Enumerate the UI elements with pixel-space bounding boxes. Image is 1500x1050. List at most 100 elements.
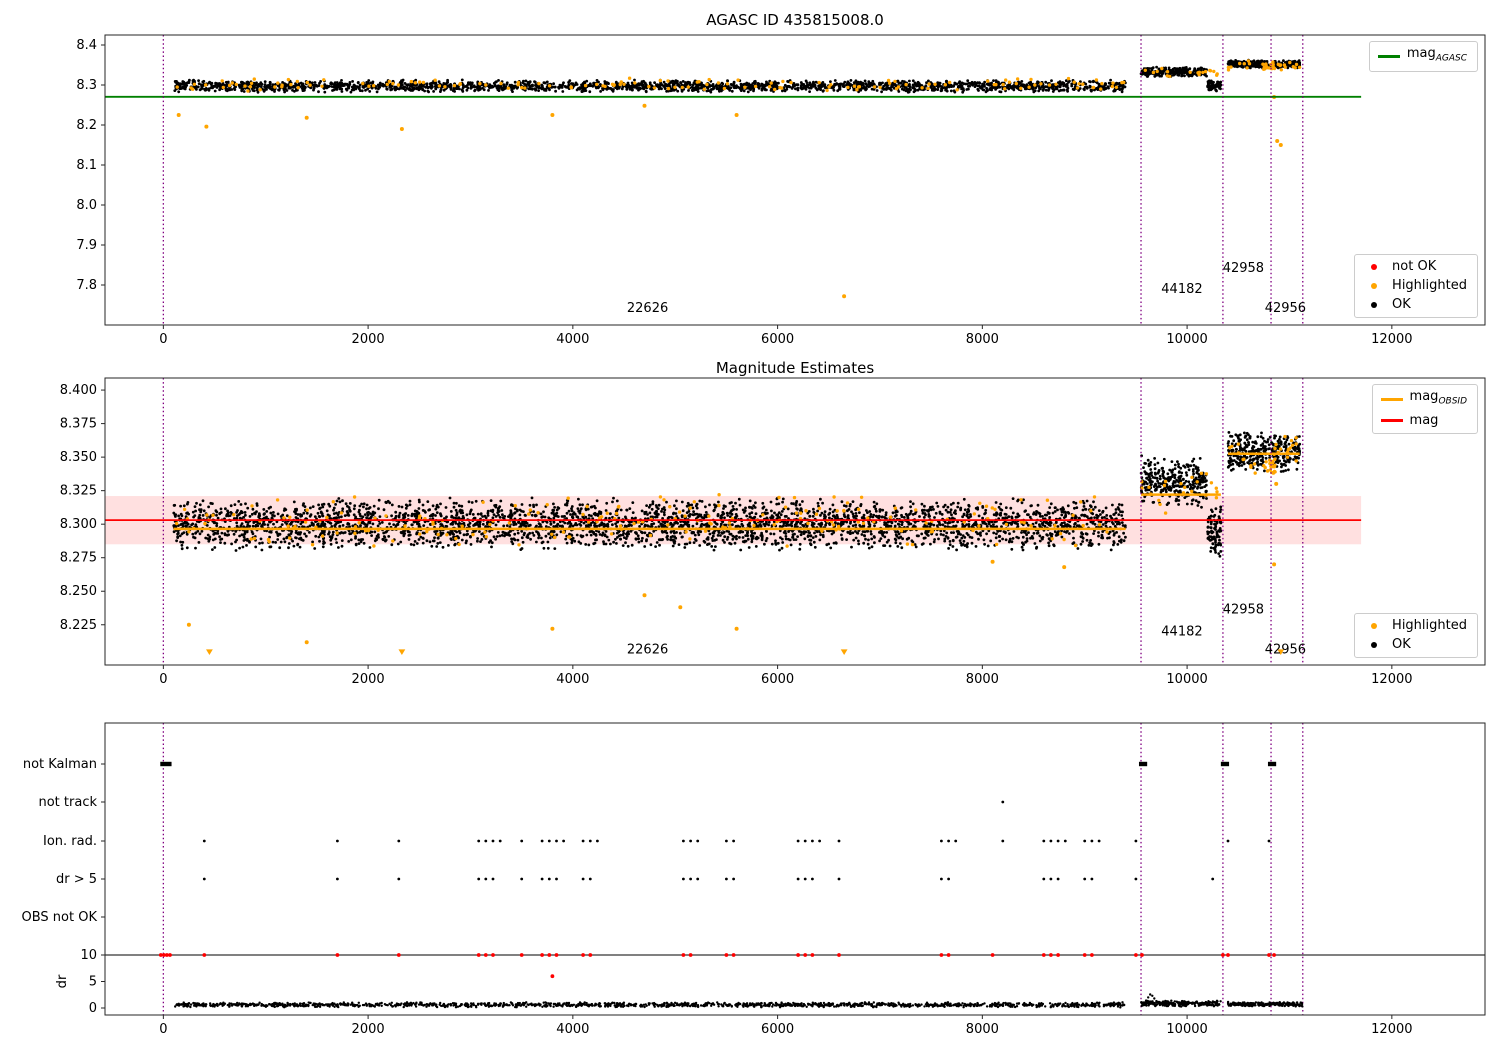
plot2-title: Magnitude Estimates (715, 359, 875, 377)
flag-row-label: not Kalman (23, 757, 97, 772)
legend-item: OK (1363, 298, 1467, 312)
plot1-agasc-mag: 0 2000 4000 6000 8000 10000 12000 7.8 7.9 8.0 8.1 8… (76, 34, 1486, 347)
legend: magOBSID mag (1371, 384, 1478, 434)
x-tick-label: 8000 (966, 332, 999, 347)
ion-rad-marks (202, 839, 1271, 843)
y-axis-ticks: 8.225 8.250 8.275 8.300 8.325 8.350 8.375 8.400 (60, 383, 105, 633)
x-tick-label: 12000 (1371, 672, 1412, 687)
x-axis-ticks: 0 2000 4000 6000 8000 10000 12000 (159, 325, 1413, 347)
legend-item-label: Highlighted (1392, 618, 1467, 633)
x-tick-label: 12000 (1371, 1022, 1412, 1037)
x-tick-label: 10000 (1166, 1022, 1207, 1037)
clipped-low-value-triangle-icon (398, 649, 406, 655)
y-tick-label: 8.250 (60, 584, 97, 599)
legend-dot-swatch-icon (1363, 642, 1385, 648)
x-tick-label: 0 (159, 1022, 167, 1037)
plot1-title: AGASC ID 435815008.0 (706, 11, 884, 29)
clipped-low-value-triangle-icon (206, 649, 213, 655)
x-tick-label: 8000 (966, 672, 999, 687)
legend-item-label: not OK (1392, 259, 1437, 274)
legend-line-swatch-icon (1380, 397, 1403, 401)
ok-points (173, 58, 1302, 94)
x-tick-label: 6000 (761, 332, 794, 347)
flag-row-label: OBS not OK (22, 910, 98, 925)
obsid-annotation: 42958 (1223, 261, 1264, 276)
y-tick-label: 7.9 (76, 238, 97, 253)
y-tick-label: 8.2 (76, 118, 97, 133)
obsid-annotation: 22626 (627, 643, 668, 658)
legend-line-swatch-icon (1377, 54, 1400, 58)
legend-item: magAGASC (1377, 46, 1467, 66)
legend-item-label: mag (1409, 412, 1439, 428)
x-tick-label: 2000 (352, 332, 385, 347)
x-tick-label: 10000 (1166, 332, 1207, 347)
legend-item-label: Highlighted (1392, 278, 1467, 293)
clipped-low-value-triangle-icon (840, 649, 848, 655)
highlighted-points (175, 434, 1298, 655)
legend: not OK Highlighted OK (1354, 254, 1478, 318)
legend-item: Highlighted (1363, 619, 1467, 633)
legend-dot-swatch-icon (1363, 264, 1385, 270)
flag-row-label: dr > 5 (56, 872, 97, 887)
legend-item: not OK (1363, 260, 1467, 274)
y-tick-label: 8.400 (60, 383, 97, 398)
clipped-low-value-triangle-icon (1277, 649, 1285, 655)
x-tick-label: 4000 (556, 1022, 589, 1037)
x-tick-label: 4000 (556, 332, 589, 347)
y-tick-label: 8.225 (60, 618, 97, 633)
legend-dot-swatch-icon (1363, 283, 1385, 289)
flag-row-label: Ion. rad. (43, 834, 97, 849)
legend: magAGASC (1368, 41, 1478, 72)
y-tick-label: 8.325 (60, 484, 97, 499)
obsid-annotation: 42958 (1223, 602, 1264, 617)
legend-item: magOBSID (1380, 389, 1467, 409)
legend-line-swatch-icon (1380, 419, 1403, 423)
y-tick-label: 7.8 (76, 278, 97, 293)
obsid-annotation: 44182 (1161, 282, 1202, 297)
x-axis-ticks: 0 2000 4000 6000 8000 10000 12000 (159, 665, 1413, 687)
legend-item: mag (1380, 412, 1467, 428)
x-tick-label: 2000 (352, 1022, 385, 1037)
y-tick-label: 8.375 (60, 417, 97, 432)
dr-gt5-marks (202, 877, 1215, 881)
dr-axis-label: dr (55, 974, 70, 988)
axes-border (104, 34, 1486, 326)
y-tick-label: 8.300 (60, 517, 97, 532)
y-tick-label: 8.0 (76, 198, 97, 213)
legend-item-label: magOBSID (1409, 389, 1467, 407)
highlighted-points (175, 59, 1302, 299)
x-tick-label: 2000 (352, 672, 385, 687)
obsid-boundary-vlines (162, 378, 1304, 665)
y-tick-label: 8.4 (76, 38, 97, 53)
x-tick-label: 4000 (556, 672, 589, 687)
legend: Highlighted OK (1354, 613, 1478, 658)
x-axis-ticks: 0 2000 4000 6000 8000 10000 12000 (159, 1015, 1413, 1037)
dr-clipped-red-points (158, 953, 1276, 979)
dr-tick-label: 5 (89, 975, 97, 990)
legend-item-label: OK (1392, 637, 1411, 652)
x-tick-label: 0 (159, 332, 167, 347)
x-tick-label: 0 (159, 672, 167, 687)
y-tick-label: 8.1 (76, 158, 97, 173)
legend-item: Highlighted (1363, 279, 1467, 293)
not-track-marks (1001, 800, 1005, 804)
axes-border (104, 722, 1486, 1016)
legend-item-label: magAGASC (1406, 46, 1467, 64)
legend-item: OK (1363, 638, 1467, 652)
obsid-boundary-vlines (162, 35, 1304, 325)
flag-row-label: not track (38, 795, 97, 810)
y-tick-label: 8.350 (60, 450, 97, 465)
flag-row-labels: not Kalman not track Ion. rad. dr > 5 OBS no… (22, 757, 105, 1016)
legend-dot-swatch-icon (1363, 623, 1385, 629)
plot2-magnitude-estimates: 0 2000 4000 6000 8000 10000 120008.2258.2508.2… (60, 377, 1486, 687)
x-tick-label: 10000 (1166, 672, 1207, 687)
legend-item-label: OK (1392, 297, 1411, 312)
legend-dot-swatch-icon (1363, 302, 1385, 308)
obsid-annotation: 42956 (1265, 643, 1306, 658)
obsid-annotation: 22626 (627, 301, 668, 316)
y-axis-ticks: 7.8 7.9 8.0 8.1 8.2 8.3 8.4 (76, 38, 105, 293)
dr-tick-label: 0 (89, 1001, 97, 1016)
